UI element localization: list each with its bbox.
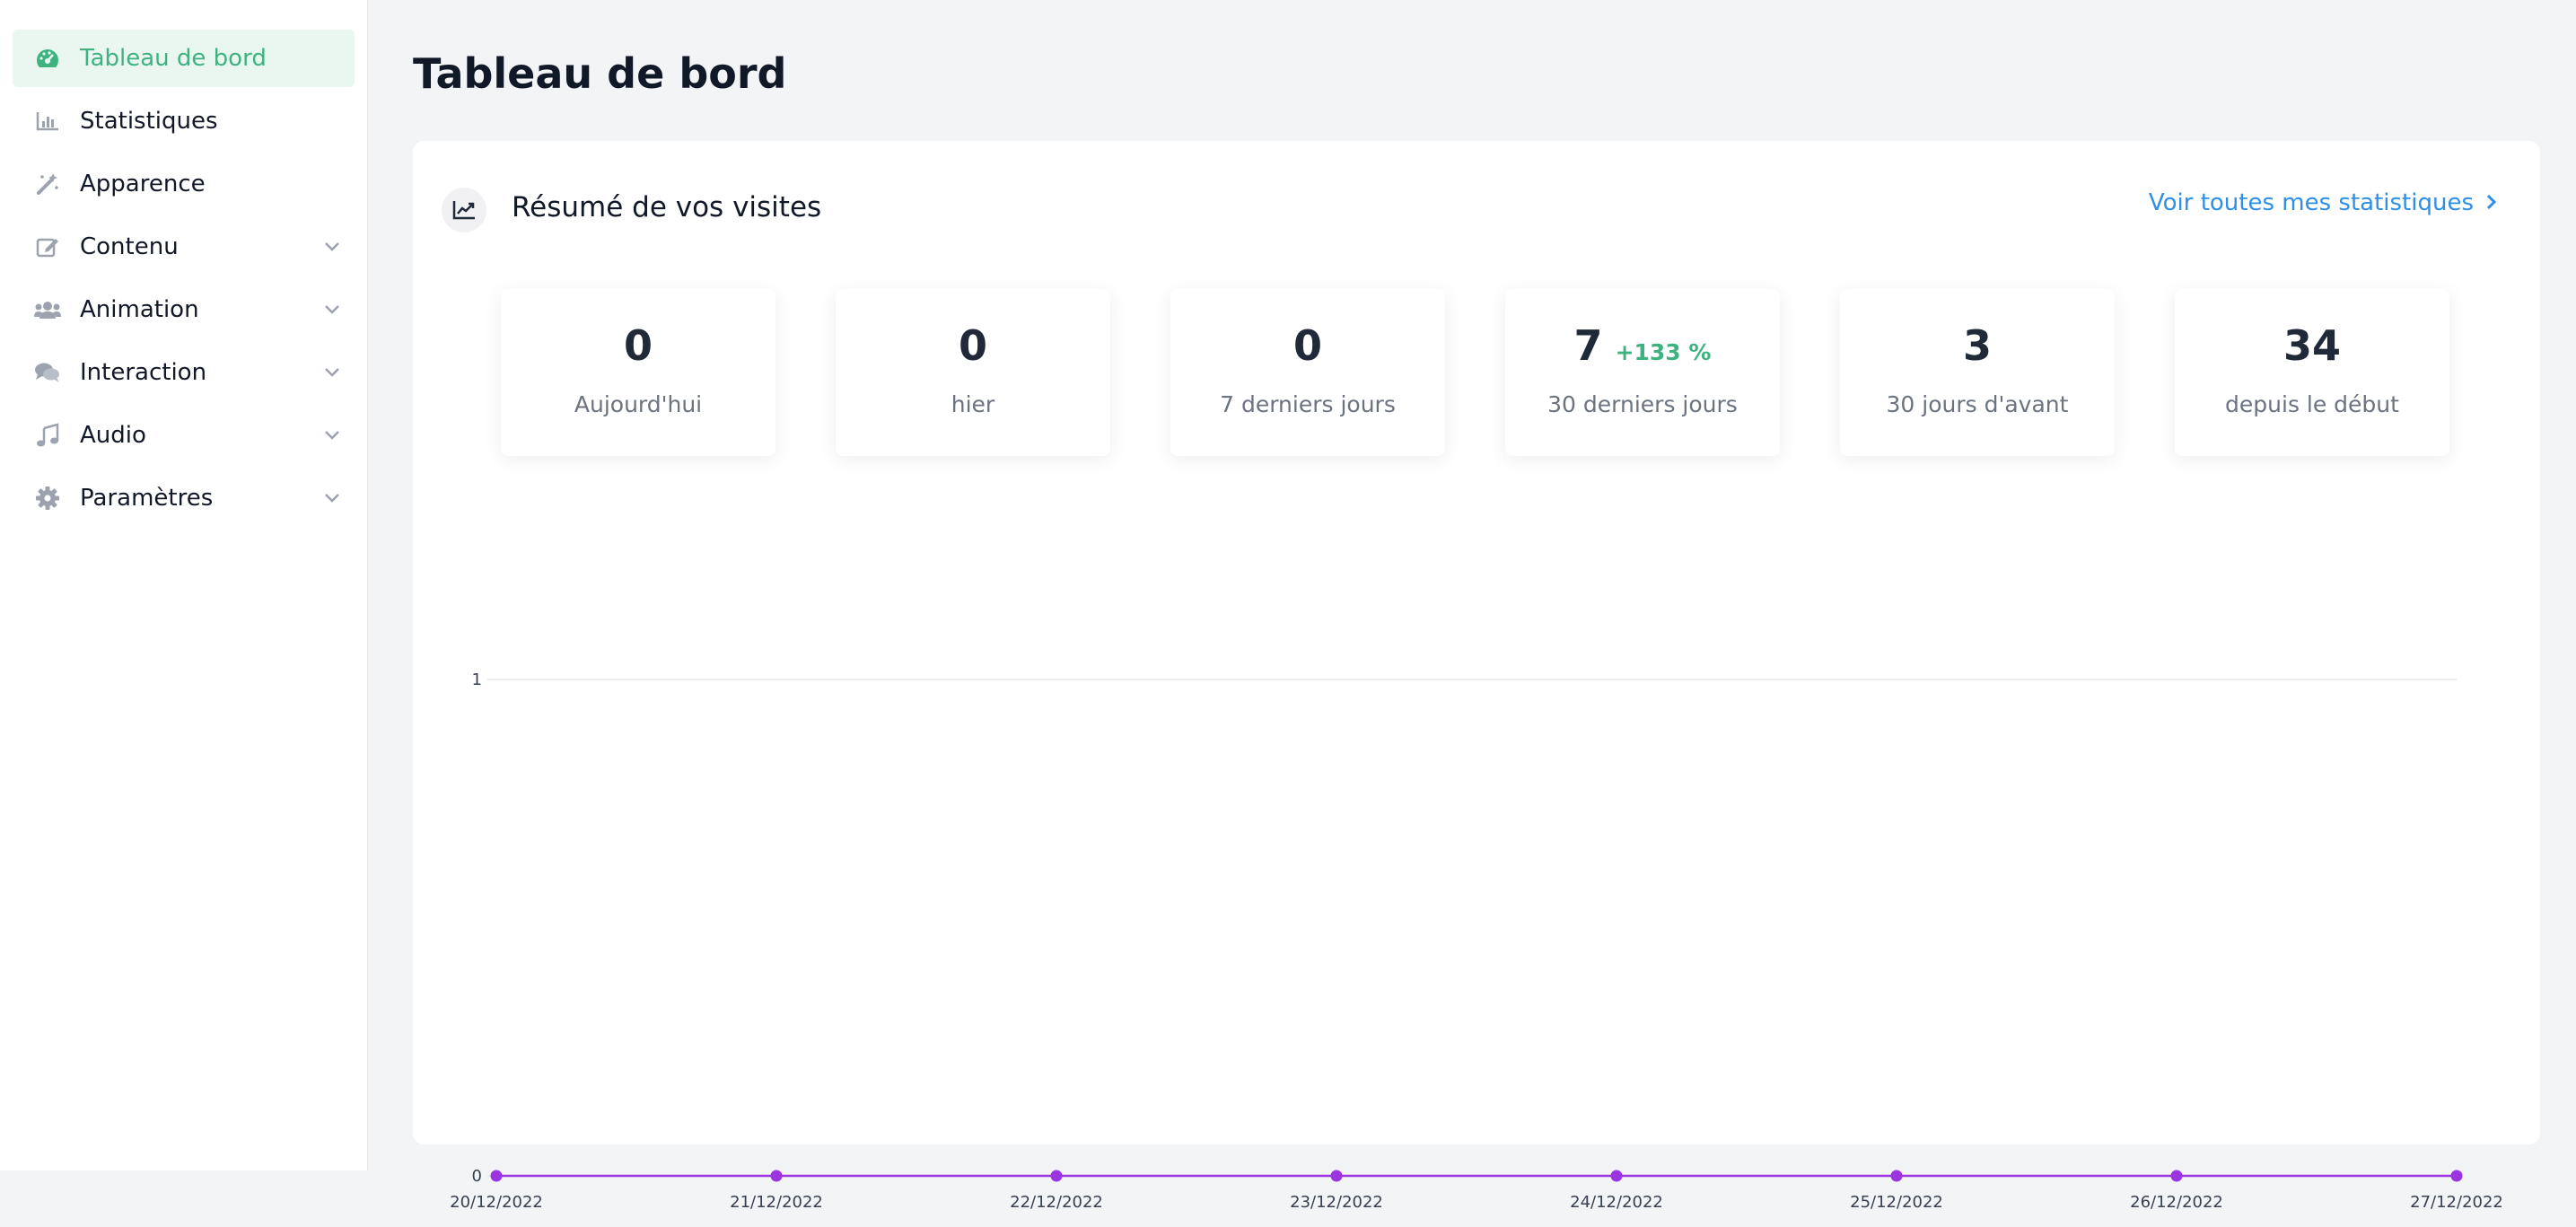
sidebar-item-label: Tableau de bord	[80, 45, 267, 72]
y-tick-label: 1	[472, 670, 482, 689]
stat-caption: 30 jours d'avant	[1886, 391, 2069, 417]
data-point	[1890, 1170, 1903, 1182]
stat-value: 0	[1292, 321, 1322, 370]
data-point	[490, 1170, 503, 1182]
card-title: Résumé de vos visites	[512, 191, 822, 223]
chevron-down-icon[interactable]	[322, 237, 342, 257]
data-point	[2170, 1170, 2183, 1182]
x-tick-label: 20/12/2022	[450, 1193, 543, 1212]
sidebar-item-label: Paramètres	[80, 485, 214, 512]
sidebar-item-apparence[interactable]: Apparence	[13, 155, 355, 213]
view-all-stats-label: Voir toutes mes statistiques	[2148, 189, 2474, 216]
stat-card-30-days: 7 +133 % 30 derniers jours	[1505, 289, 1780, 456]
x-tick-label: 26/12/2022	[2130, 1193, 2223, 1212]
x-tick-label: 23/12/2022	[1290, 1193, 1383, 1212]
music-note-icon	[34, 422, 61, 449]
stat-caption: 30 derniers jours	[1547, 391, 1738, 417]
chevron-down-icon[interactable]	[322, 300, 342, 320]
comments-icon	[34, 359, 61, 386]
page-title: Tableau de bord	[413, 49, 787, 98]
x-tick-label: 21/12/2022	[730, 1193, 823, 1212]
stat-value: 7	[1573, 321, 1603, 370]
stat-value: 3	[1962, 321, 1992, 370]
visits-summary-card: Résumé de vos visites Voir toutes mes st…	[413, 141, 2540, 1212]
data-point	[1610, 1170, 1623, 1182]
stat-delta-badge: +133 %	[1615, 339, 1712, 365]
view-all-stats-link[interactable]: Voir toutes mes statistiques	[2149, 189, 2497, 216]
sidebar: Tableau de bord Statistiques Apparence C…	[0, 0, 368, 1170]
trend-chart-icon	[442, 188, 486, 232]
stat-value: 0	[958, 321, 987, 370]
sidebar-item-statistiques[interactable]: Statistiques	[13, 92, 355, 150]
chevron-down-icon[interactable]	[322, 488, 342, 508]
x-tick-label: 27/12/2022	[2410, 1193, 2503, 1212]
sidebar-item-tableau-de-bord[interactable]: Tableau de bord	[13, 30, 355, 87]
stat-card-yesterday: 0 hier	[836, 289, 1110, 456]
edit-icon	[34, 233, 61, 260]
chevron-down-icon[interactable]	[322, 363, 342, 382]
data-point	[2450, 1170, 2463, 1182]
sidebar-item-label: Audio	[80, 422, 146, 449]
sidebar-item-label: Statistiques	[80, 108, 218, 135]
stats-row: 0 Aujourd'hui 0 hier 0 7 derniers jours …	[501, 289, 2458, 456]
chevron-down-icon[interactable]	[322, 425, 342, 445]
data-point	[770, 1170, 783, 1182]
chevron-right-icon	[2486, 189, 2497, 216]
y-tick-label: 0	[472, 1167, 482, 1186]
sidebar-item-label: Apparence	[80, 171, 206, 197]
x-tick-label: 24/12/2022	[1570, 1193, 1663, 1212]
x-tick-label: 22/12/2022	[1010, 1193, 1103, 1212]
sidebar-item-parametres[interactable]: Paramètres	[13, 469, 355, 527]
sidebar-item-label: Animation	[80, 296, 199, 323]
stat-card-today: 0 Aujourd'hui	[501, 289, 775, 456]
sidebar-item-label: Contenu	[80, 233, 179, 260]
stat-caption: depuis le début	[2225, 391, 2399, 417]
visits-line-chart: 0 1 20/12/2022 21/12/2022 22/12/2022 23/12/20…	[450, 670, 2503, 1212]
gauge-icon	[34, 45, 61, 72]
data-point	[1330, 1170, 1343, 1182]
gear-icon	[34, 485, 61, 512]
sidebar-nav: Tableau de bord Statistiques Apparence C…	[0, 0, 367, 527]
stat-value: 0	[623, 321, 653, 370]
sidebar-item-contenu[interactable]: Contenu	[13, 218, 355, 276]
sidebar-item-label: Interaction	[80, 359, 207, 386]
bar-chart-icon	[34, 108, 61, 135]
stat-caption: Aujourd'hui	[574, 391, 703, 417]
stat-value: 34	[2282, 321, 2341, 370]
stat-card-previous-30-days: 3 30 jours d'avant	[1840, 289, 2115, 456]
magic-wand-icon	[34, 171, 61, 197]
users-icon	[34, 296, 61, 323]
stat-card-7-days: 0 7 derniers jours	[1170, 289, 1445, 456]
data-point	[1050, 1170, 1063, 1182]
sidebar-item-interaction[interactable]: Interaction	[13, 344, 355, 401]
sidebar-item-animation[interactable]: Animation	[13, 281, 355, 338]
x-tick-label: 25/12/2022	[1850, 1193, 1943, 1212]
stat-card-since-start: 34 depuis le début	[2175, 289, 2449, 456]
stat-caption: 7 derniers jours	[1220, 391, 1396, 417]
stat-caption: hier	[951, 391, 995, 417]
sidebar-item-audio[interactable]: Audio	[13, 407, 355, 464]
